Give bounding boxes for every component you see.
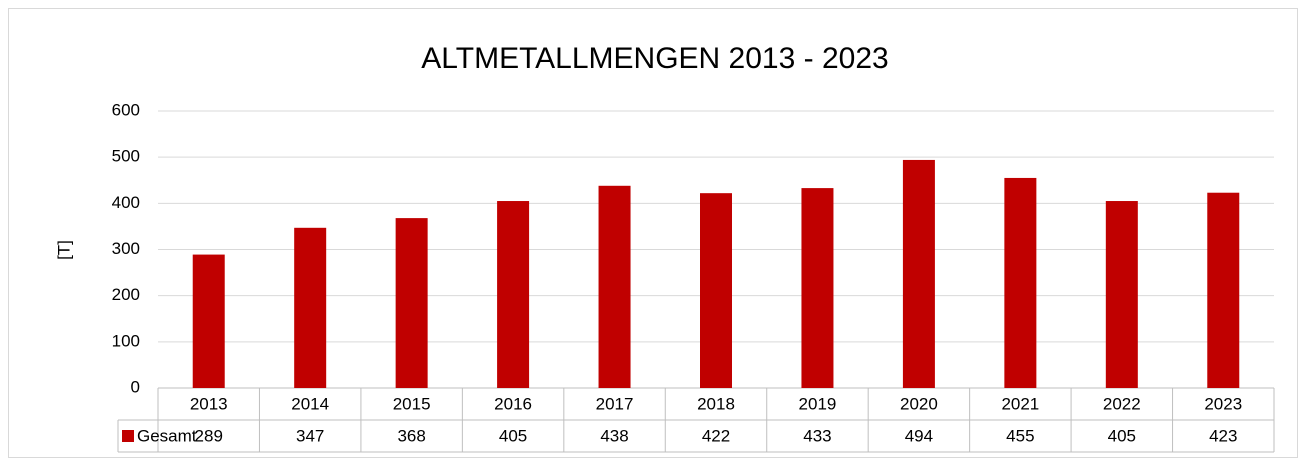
bar	[1207, 192, 1240, 388]
bar	[192, 254, 225, 388]
table-value: 368	[397, 426, 425, 445]
y-tick-label: 300	[112, 239, 140, 258]
y-axis-label: [T]	[54, 240, 73, 260]
y-tick-label: 100	[112, 331, 140, 350]
x-tick-label: 2021	[1001, 394, 1039, 413]
bar	[395, 218, 428, 388]
legend-label: Gesamt	[137, 426, 197, 445]
table-value: 438	[600, 426, 628, 445]
x-tick-label: 2014	[291, 394, 329, 413]
y-tick-label: 600	[112, 100, 140, 119]
y-tick-label: 0	[131, 377, 140, 396]
bar	[1105, 201, 1138, 388]
x-tick-label: 2016	[494, 394, 532, 413]
x-tick-label: 2019	[799, 394, 837, 413]
bar	[294, 227, 327, 388]
bar	[801, 188, 834, 388]
legend-swatch	[122, 430, 134, 442]
table-value: 405	[499, 426, 527, 445]
table-value: 494	[905, 426, 933, 445]
table-value: 422	[702, 426, 730, 445]
chart-frame	[8, 8, 1298, 458]
x-tick-label: 2017	[596, 394, 634, 413]
y-tick-label: 500	[112, 147, 140, 166]
bar	[700, 193, 732, 388]
bar	[1004, 177, 1037, 388]
table-value: 455	[1006, 426, 1034, 445]
y-tick-label: 200	[112, 285, 140, 304]
table-value: 423	[1209, 426, 1237, 445]
table-value: 433	[803, 426, 831, 445]
table-value: 347	[296, 426, 324, 445]
y-tick-label: 400	[112, 193, 140, 212]
bar	[902, 159, 935, 388]
x-tick-label: 2013	[190, 394, 228, 413]
bar	[598, 185, 631, 388]
chart-title: ALTMETALLMENGEN 2013 - 2023	[421, 42, 888, 75]
x-tick-label: 2022	[1103, 394, 1141, 413]
x-tick-label: 2020	[900, 394, 938, 413]
table-value: 405	[1108, 426, 1136, 445]
x-tick-label: 2018	[697, 394, 735, 413]
bar	[497, 201, 530, 388]
x-tick-label: 2023	[1204, 394, 1242, 413]
x-tick-label: 2015	[393, 394, 431, 413]
table-value: 289	[195, 426, 223, 445]
